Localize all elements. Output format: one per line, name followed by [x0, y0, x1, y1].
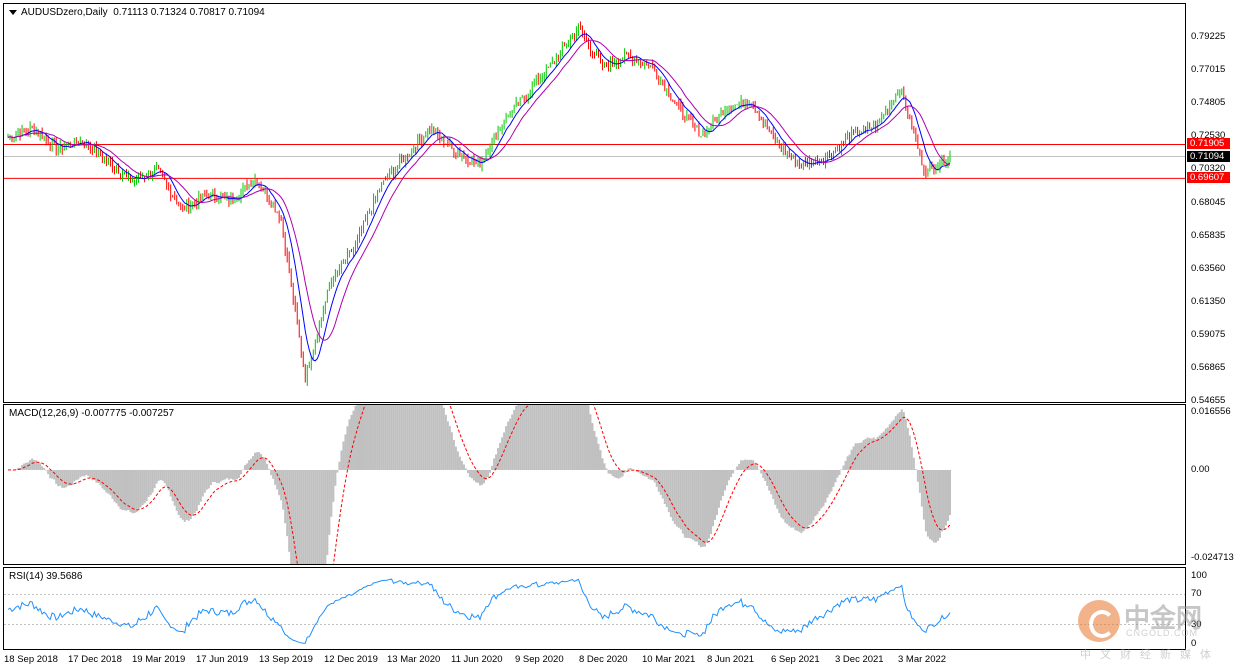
- price-axis-label: 0.70320: [1191, 163, 1226, 175]
- macd-axis-zero: 0.00: [1191, 464, 1210, 475]
- date-axis-label: 17 Dec 2018: [68, 654, 122, 665]
- date-axis-label: 13 Mar 2020: [387, 654, 441, 665]
- date-axis-label: 17 Jun 2019: [196, 654, 249, 665]
- cngold-logo-icon: [1078, 600, 1120, 642]
- rsi-axis-70: 70: [1191, 588, 1202, 599]
- price-axis-label: 0.59075: [1191, 328, 1226, 340]
- rsi-label: RSI(14) 39.5686: [9, 571, 83, 582]
- logo-sub-text: 中文财经新媒体: [1080, 648, 1220, 661]
- date-axis-label: 13 Sep 2019: [259, 654, 313, 665]
- date-axis-label: 18 Sep 2018: [4, 654, 58, 665]
- price-axis-label: 0.79225: [1191, 31, 1226, 42]
- logo-cn-text: 中金网: [1124, 604, 1203, 634]
- macd-signal-line: [7, 405, 951, 564]
- moving-average-fast: [7, 33, 951, 362]
- macd-axis-top: 0.016556: [1191, 406, 1231, 417]
- price-axis-label: 0.54655: [1191, 395, 1226, 407]
- date-axis-label: 9 Sep 2020: [515, 654, 564, 665]
- hline-tag-lower: 0.69607: [1187, 172, 1230, 183]
- rsi-line: [7, 578, 951, 644]
- rsi-indicator-pane[interactable]: RSI(14) 39.5686: [3, 567, 1186, 650]
- date-axis-label: 3 Mar 2022: [898, 654, 947, 665]
- price-axis-label: 0.56865: [1191, 362, 1226, 373]
- rsi-canvas: [4, 578, 1185, 644]
- macd-label: MACD(12,26,9) -0.007775 -0.007257: [9, 408, 175, 419]
- date-axis-label: 10 Mar 2021: [642, 654, 696, 665]
- date-axis-label: 8 Dec 2020: [579, 654, 628, 665]
- collapse-triangle-icon[interactable]: [9, 9, 17, 15]
- chart-header: AUDUSDzero,Daily 0.71113 0.71324 0.70817…: [9, 7, 265, 18]
- price-chart-canvas: [4, 21, 1185, 386]
- current-price-tag: 0.71094: [1187, 151, 1230, 162]
- moving-average-slow: [7, 39, 951, 341]
- price-chart-pane[interactable]: AUDUSDzero,Daily 0.71113 0.71324 0.70817…: [3, 3, 1186, 403]
- macd-axis-bottom: -0.024713: [1191, 552, 1234, 563]
- logo-en-text: CNGOLD.COM: [1126, 628, 1199, 638]
- date-axis-label: 19 Mar 2019: [132, 654, 186, 665]
- price-axis-label: 0.77015: [1191, 64, 1226, 76]
- price-axis-label: 0.72530: [1191, 130, 1226, 142]
- cngold-logo: 中金网 CNGOLD.COM 中文财经新媒体: [1078, 598, 1228, 668]
- date-axis-label: 11 Jun 2020: [451, 654, 503, 665]
- macd-indicator-pane[interactable]: MACD(12,26,9) -0.007775 -0.007257: [3, 404, 1186, 565]
- chart-symbol: AUDUSDzero,Daily: [21, 7, 108, 18]
- hline-tag-upper: 0.71905: [1187, 138, 1230, 149]
- price-axis-label: 0.65835: [1191, 229, 1226, 241]
- rsi-axis-100: 100: [1191, 570, 1207, 581]
- macd-canvas: [7, 405, 951, 564]
- price-axis-label: 0.61350: [1191, 295, 1226, 307]
- ohlc-values: 0.71113 0.71324 0.70817 0.71094: [113, 7, 265, 18]
- date-axis-label: 6 Sep 2021: [771, 654, 820, 665]
- price-axis-label: 0.74805: [1191, 97, 1226, 109]
- rsi-axis-30: 30: [1191, 619, 1202, 630]
- date-axis-label: 8 Jun 2021: [707, 654, 755, 665]
- price-axis-label: 0.68045: [1191, 196, 1226, 208]
- date-axis-label: 3 Dec 2021: [835, 654, 884, 665]
- price-axis-label: 0.63560: [1191, 262, 1226, 274]
- rsi-axis-0: 0: [1191, 638, 1197, 649]
- date-axis-label: 12 Dec 2019: [324, 654, 378, 665]
